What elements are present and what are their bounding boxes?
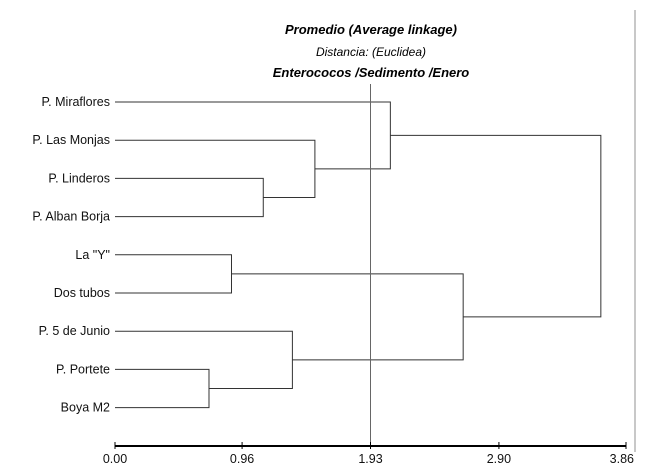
leaf-label: P. Linderos (48, 171, 110, 185)
dendrogram-branch-m8 (390, 134, 602, 318)
leaf-label: P. Las Monjas (32, 133, 110, 147)
dendrogram-branch-m1 (115, 177, 264, 218)
leaf-label: P. Portete (56, 362, 110, 376)
leaf-label: P. Alban Borja (32, 210, 110, 224)
dendrogram-branch-m2 (115, 139, 316, 198)
dendrogram-branch-m3 (115, 101, 391, 170)
leaf-label: P. 5 de Junio (39, 324, 110, 338)
dendrogram-branch-m5 (115, 368, 210, 409)
dendrogram-branches (115, 101, 602, 409)
x-tick-label: 3.86 (610, 452, 634, 466)
x-tick-label: 0.96 (230, 452, 254, 466)
dendrogram-branch-m6 (115, 330, 293, 389)
leaf-label: La "Y" (75, 248, 110, 262)
x-tick-label: 1.93 (358, 452, 382, 466)
x-axis: 0.00 0.96 1.93 2.90 3.86 (103, 442, 634, 466)
chart-subtitle: Distancia: (Euclidea) (316, 45, 426, 59)
dendrogram-branch-m4 (115, 254, 232, 294)
leaf-label: Dos tubos (54, 286, 110, 300)
leaf-label: Boya M2 (61, 401, 110, 415)
chart-title-2: Enterococos /Sedimento /Enero (273, 65, 470, 80)
dendrogram-branch-m7 (231, 273, 464, 361)
x-tick-label: 2.90 (487, 452, 511, 466)
leaf-label: P. Miraflores (41, 95, 110, 109)
chart-title: Promedio (Average linkage) (285, 22, 457, 37)
leaf-labels: P. Miraflores P. Las Monjas P. Linderos P. … (32, 95, 110, 415)
x-tick-label: 0.00 (103, 452, 127, 466)
